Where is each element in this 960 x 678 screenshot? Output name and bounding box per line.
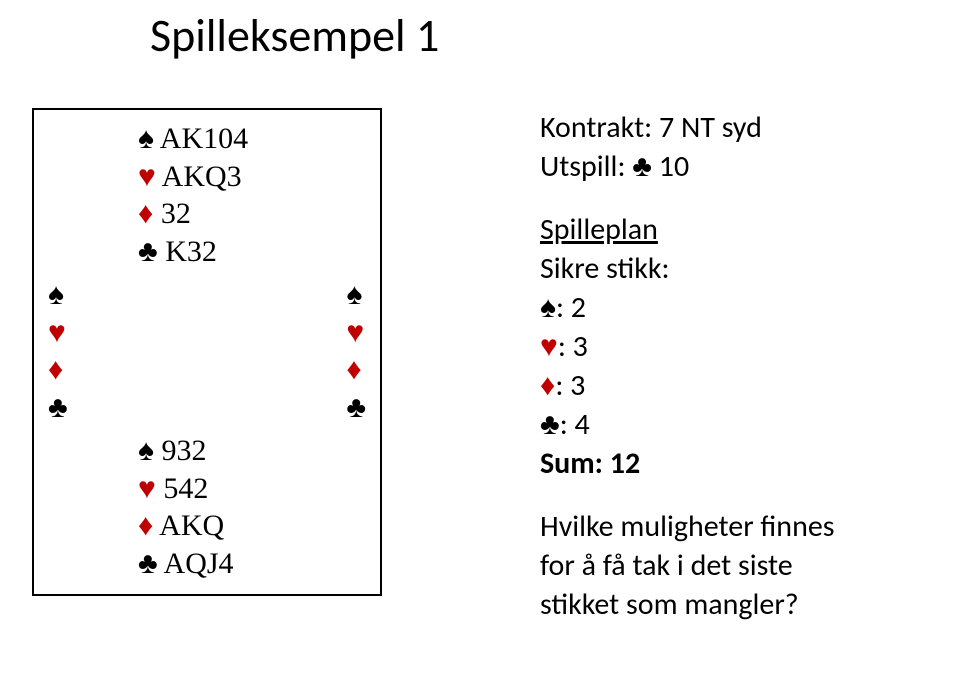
north-clubs-line: ♣ K32 xyxy=(138,233,366,271)
north-diamonds-line: ♦ 32 xyxy=(138,195,366,233)
contract-value: 7 NT syd xyxy=(659,109,762,146)
lead-card: 10 xyxy=(659,148,689,185)
bridge-hand-box: ♠ AK104 ♥ AKQ3 ♦ 32 ♣ K32 ♠ ♥ ♦ ♣ ♠ ♥ ♦ … xyxy=(32,108,382,596)
club-icon: ♣ xyxy=(346,391,366,424)
south-diamonds-line: ♦ AKQ xyxy=(138,507,366,545)
heart-icon: ♥ xyxy=(138,472,156,505)
sum-label: Sum: xyxy=(540,445,603,482)
club-icon: ♣ xyxy=(632,148,652,185)
question-line-1: Hvilke muligheter finnes xyxy=(540,507,835,546)
north-spades: AK104 xyxy=(160,122,248,155)
tricks-hearts-line: ♥: 3 xyxy=(540,327,835,366)
south-hearts-line: ♥ 542 xyxy=(138,470,366,508)
question-line-3: stikket som mangler? xyxy=(540,585,835,624)
north-hearts-line: ♥ AKQ3 xyxy=(138,158,366,196)
question-line-2: for å få tak i det siste xyxy=(540,546,835,585)
south-hearts: 542 xyxy=(163,472,208,505)
heart-icon: ♥ xyxy=(48,316,66,349)
contract-block: Kontrakt: 7 NT syd Utspill: ♣ 10 xyxy=(540,108,835,186)
spade-icon: ♠ xyxy=(346,278,362,311)
tricks-spades: 2 xyxy=(571,289,586,326)
tricks-hearts: 3 xyxy=(573,328,588,365)
tricks-sum-line: Sum: 12 xyxy=(540,444,835,483)
tricks-diamonds-line: ♦: 3 xyxy=(540,366,835,405)
diamond-icon: ♦ xyxy=(138,509,153,542)
club-icon: ♣ xyxy=(138,235,158,268)
info-panel: Kontrakt: 7 NT syd Utspill: ♣ 10 Spillep… xyxy=(540,108,835,648)
diamond-icon: ♦ xyxy=(138,197,153,230)
lead-label: Utspill: xyxy=(540,148,625,185)
club-icon: ♣ xyxy=(138,547,158,580)
plan-heading: Spilleplan xyxy=(540,210,835,249)
spade-icon: ♠ xyxy=(540,289,556,326)
heart-icon: ♥ xyxy=(540,328,558,365)
tricks-diamonds: 3 xyxy=(570,367,585,404)
spade-icon: ♠ xyxy=(138,122,154,155)
lead-line: Utspill: ♣ 10 xyxy=(540,147,835,186)
north-hearts: AKQ3 xyxy=(162,160,242,193)
south-clubs: AQJ4 xyxy=(164,547,234,580)
heart-icon: ♥ xyxy=(346,316,364,349)
question-block: Hvilke muligheter finnes for å få tak i … xyxy=(540,507,835,624)
south-diamonds: AKQ xyxy=(159,509,224,542)
contract-label: Kontrakt: xyxy=(540,109,652,146)
west-suit-column: ♠ ♥ ♦ ♣ xyxy=(48,276,68,426)
south-spades: 932 xyxy=(161,434,206,467)
tricks-clubs: 4 xyxy=(575,406,590,443)
sum-value: 12 xyxy=(610,445,640,482)
tricks-clubs-line: ♣: 4 xyxy=(540,405,835,444)
spade-icon: ♠ xyxy=(138,434,154,467)
heart-icon: ♥ xyxy=(138,160,156,193)
page-title: Spilleksempel 1 xyxy=(150,8,439,64)
north-spades-line: ♠ AK104 xyxy=(138,120,366,158)
plan-block: Spilleplan Sikre stikk: ♠: 2 ♥: 3 ♦: 3 ♣… xyxy=(540,210,835,483)
east-suit-column: ♠ ♥ ♦ ♣ xyxy=(346,276,366,426)
north-hand: ♠ AK104 ♥ AKQ3 ♦ 32 ♣ K32 xyxy=(138,120,366,270)
spade-icon: ♠ xyxy=(48,278,64,311)
south-hand: ♠ 932 ♥ 542 ♦ AKQ ♣ AQJ4 xyxy=(138,432,366,582)
diamond-icon: ♦ xyxy=(346,353,361,386)
south-spades-line: ♠ 932 xyxy=(138,432,366,470)
club-icon: ♣ xyxy=(48,391,68,424)
south-clubs-line: ♣ AQJ4 xyxy=(138,545,366,583)
tricks-spades-line: ♠: 2 xyxy=(540,288,835,327)
diamond-icon: ♦ xyxy=(48,353,63,386)
diamond-icon: ♦ xyxy=(540,367,555,404)
north-diamonds: 32 xyxy=(161,197,191,230)
ew-suit-placeholders: ♠ ♥ ♦ ♣ ♠ ♥ ♦ ♣ xyxy=(48,276,366,426)
club-icon: ♣ xyxy=(540,406,560,443)
sure-tricks-label: Sikre stikk: xyxy=(540,249,835,288)
north-clubs: K32 xyxy=(165,235,217,268)
contract-line: Kontrakt: 7 NT syd xyxy=(540,108,835,147)
